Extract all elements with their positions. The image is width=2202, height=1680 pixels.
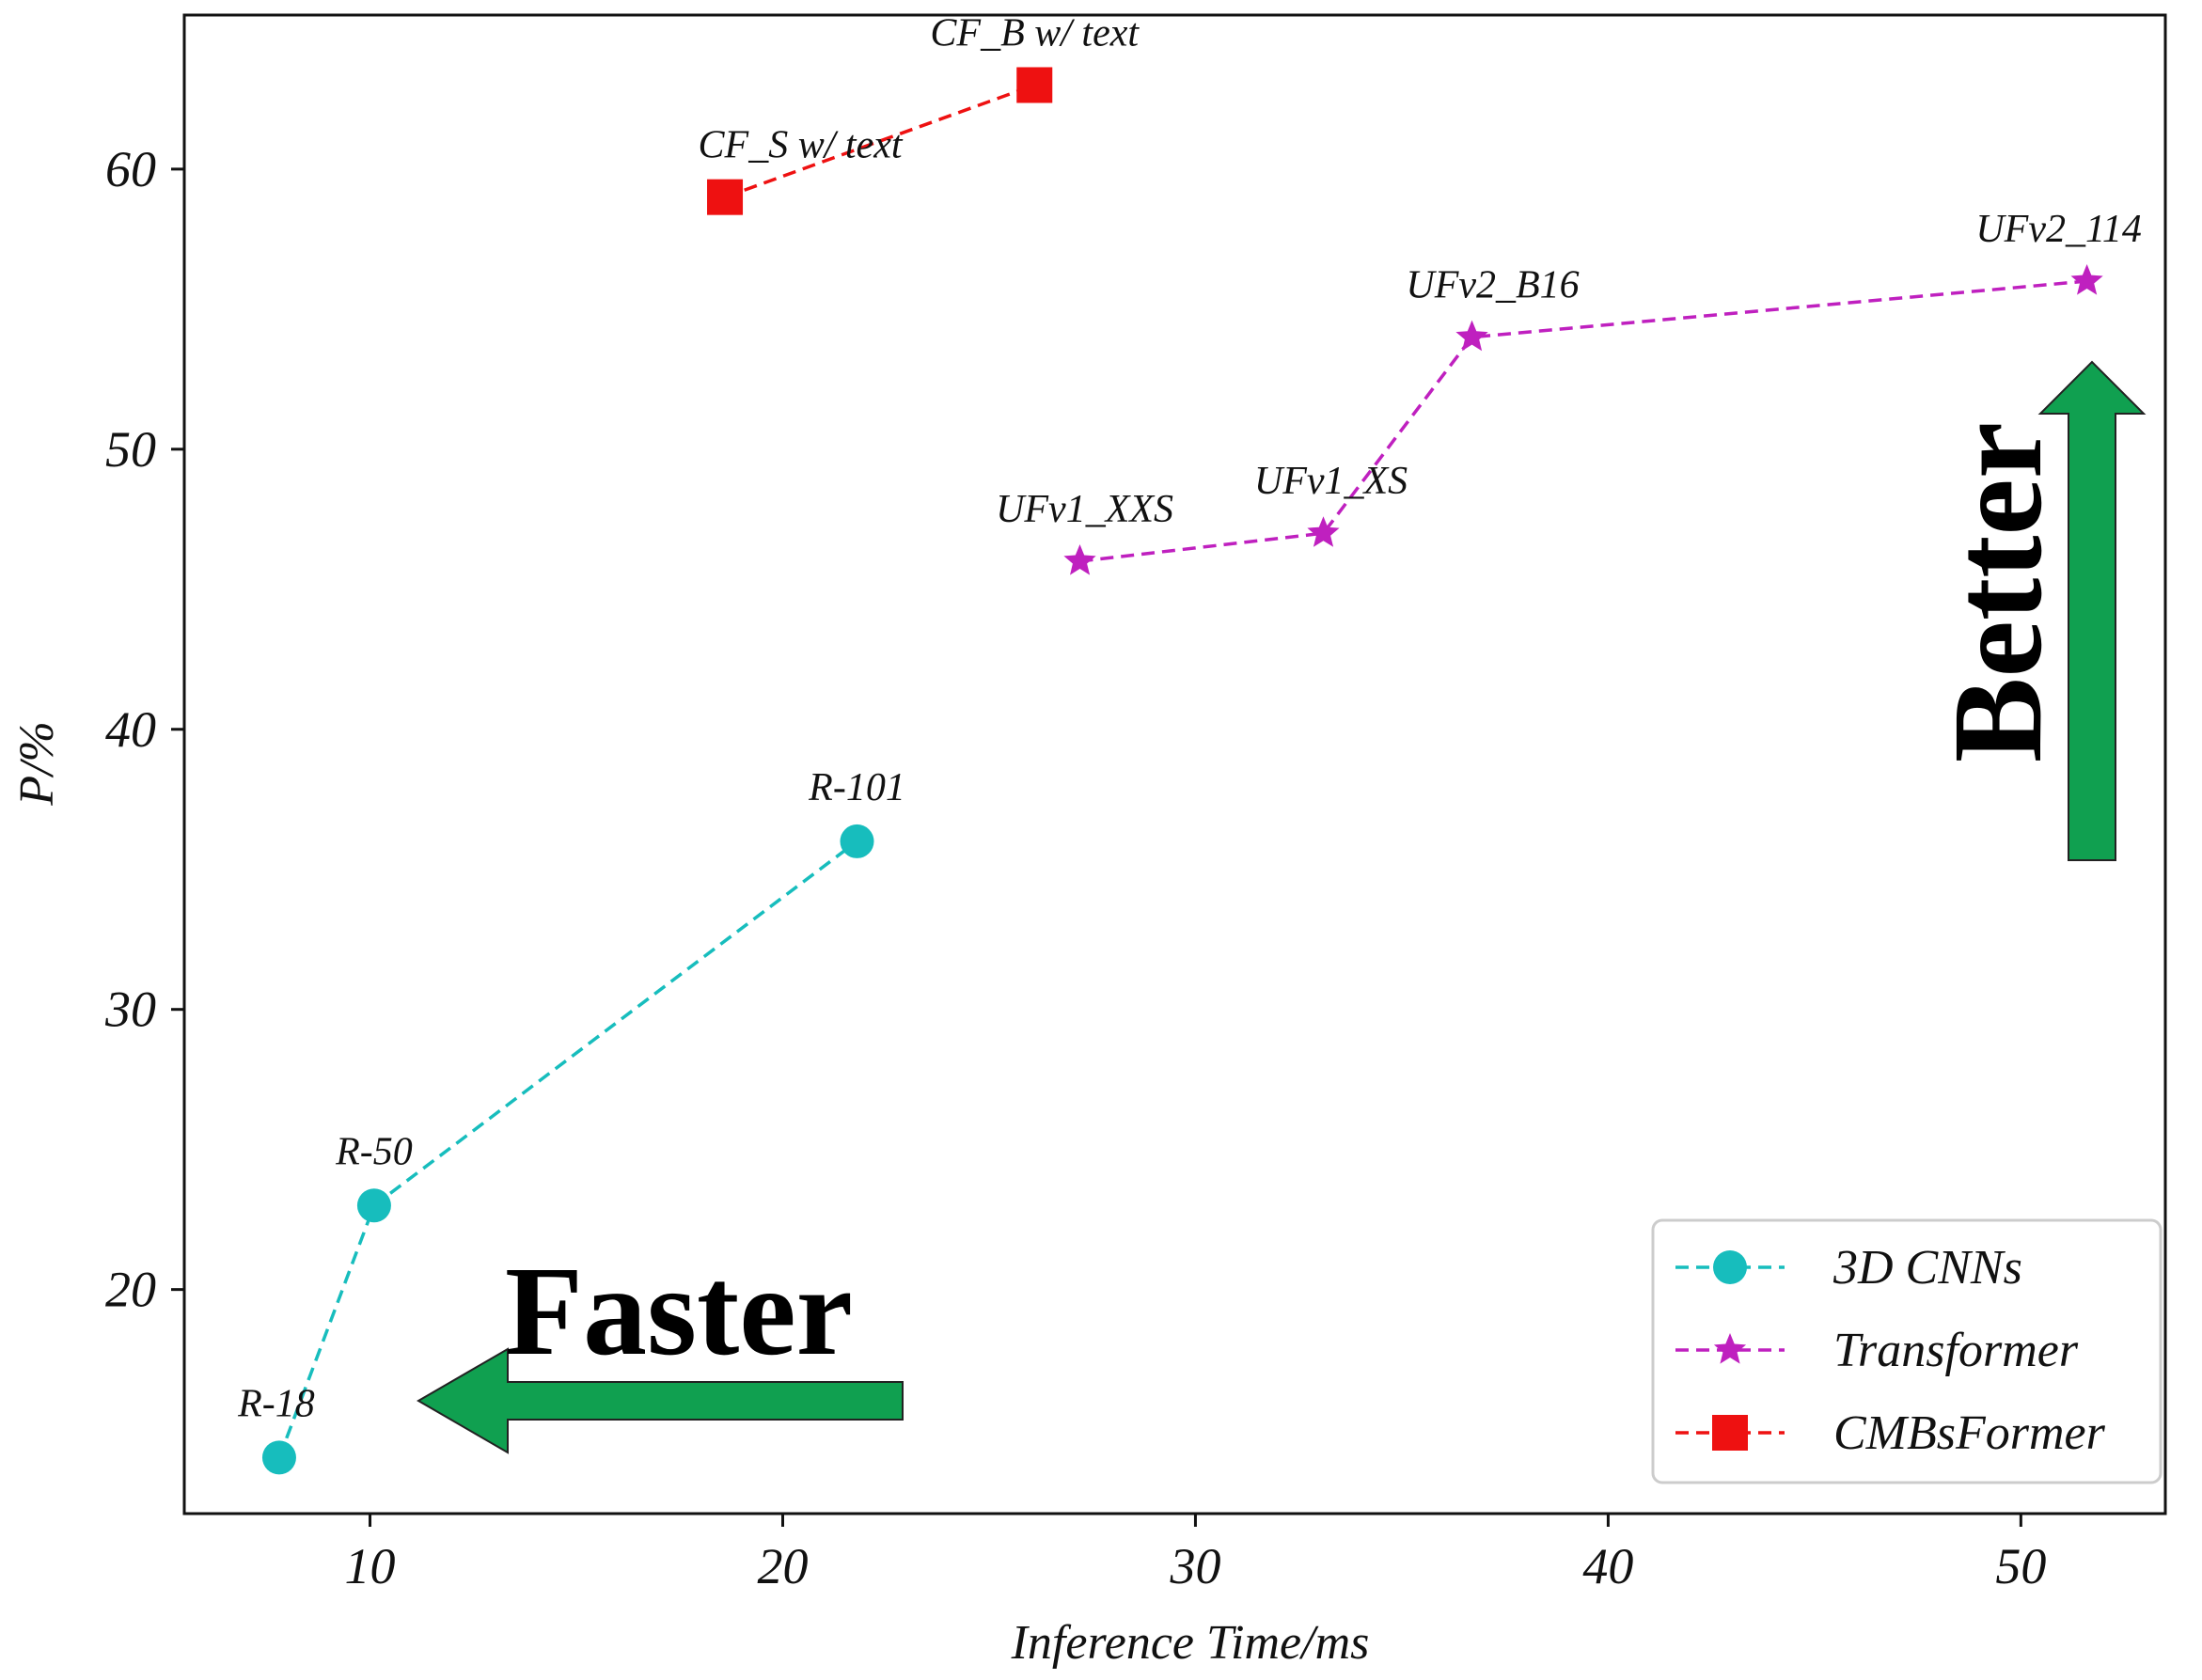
point-label-r-50: R-50 <box>335 1130 413 1173</box>
legend-label-3d-cnns: 3D CNNs <box>1832 1241 2022 1295</box>
legend-label-transformer: Transformer <box>1833 1324 2079 1377</box>
data-point-ufv1-xs <box>1307 516 1340 547</box>
y-axis-label: P/% <box>10 721 64 807</box>
data-point-cf-b-w-text <box>1016 67 1053 103</box>
point-label-ufv1-xs: UFv1_XS <box>1254 460 1408 503</box>
better-arrow <box>2037 360 2147 861</box>
point-label-cf-b-w-text: CF_B w/ text <box>930 11 1140 55</box>
x-tick-label-20: 20 <box>757 1538 808 1594</box>
x-tick-label-50: 50 <box>1995 1538 2046 1594</box>
y-tick-label-40: 40 <box>105 701 156 758</box>
data-point-ufv1-xxs <box>1063 544 1096 575</box>
legend-marker-transformer <box>1713 1333 1747 1364</box>
series-transformer: UFv1_XXS UFv1_XS UFv2_B16 UFv2_114 <box>996 208 2142 575</box>
better-label: Better <box>1927 422 2068 762</box>
x-axis-label: Inference Time/ms <box>1011 1616 1370 1670</box>
y-tick-label-30: 30 <box>104 981 156 1038</box>
point-label-r-101: R-101 <box>808 766 905 809</box>
data-point-r-50 <box>356 1188 391 1223</box>
faster-arrow <box>417 1347 904 1454</box>
point-label-ufv2-b16: UFv2_B16 <box>1406 264 1579 307</box>
point-label-r-18: R-18 <box>237 1382 315 1425</box>
x-tick-label-40: 40 <box>1582 1538 1633 1594</box>
point-label-ufv2-114: UFv2_114 <box>1975 208 2142 251</box>
data-point-r-101 <box>840 824 874 858</box>
y-tick-label-20: 20 <box>105 1262 156 1318</box>
legend-item-cmbsformer: CMBsFormer <box>1675 1406 2106 1460</box>
series-cmbsformer: CF_S w/ text CF_B w/ text <box>699 11 1140 215</box>
legend-item-3d-cnns: 3D CNNs <box>1675 1241 2022 1295</box>
legend-label-cmbsformer: CMBsFormer <box>1833 1406 2106 1460</box>
legend-box <box>1651 1218 2163 1484</box>
axis-ticks: 10 20 30 40 50 20 30 40 50 60 <box>104 141 2046 1594</box>
series-line-cmbsformer <box>724 83 1035 199</box>
point-label-cf-s-w-text: CF_S w/ text <box>699 124 904 167</box>
x-tick-label-30: 30 <box>1169 1538 1220 1594</box>
legend-marker-cmbsformer <box>1712 1415 1748 1451</box>
annotations: Faster Better <box>417 360 2147 1454</box>
series-layer: R-18 R-50 R-101 UFv1_XXS UFv1_XS UFv2_B16 UFv2… <box>237 11 2142 1475</box>
legend-item-transformer: Transformer <box>1675 1324 2079 1377</box>
legend: 3D CNNs Transformer CMBsFormer <box>1651 1218 2163 1484</box>
data-point-r-18 <box>261 1440 296 1475</box>
series-3d-cnns: R-18 R-50 R-101 <box>237 766 905 1475</box>
data-point-cf-s-w-text <box>707 179 744 215</box>
faster-label: Faster <box>505 1241 853 1382</box>
y-tick-label-60: 60 <box>105 141 156 197</box>
x-tick-label-10: 10 <box>345 1538 396 1594</box>
data-point-ufv2-114 <box>2070 264 2103 295</box>
point-label-ufv1-xxs: UFv1_XXS <box>996 488 1173 531</box>
data-point-ufv2-b16 <box>1455 320 1488 352</box>
y-tick-label-50: 50 <box>105 421 156 478</box>
plot-frame <box>182 13 2167 1515</box>
legend-marker-3d-cnns <box>1713 1250 1747 1284</box>
